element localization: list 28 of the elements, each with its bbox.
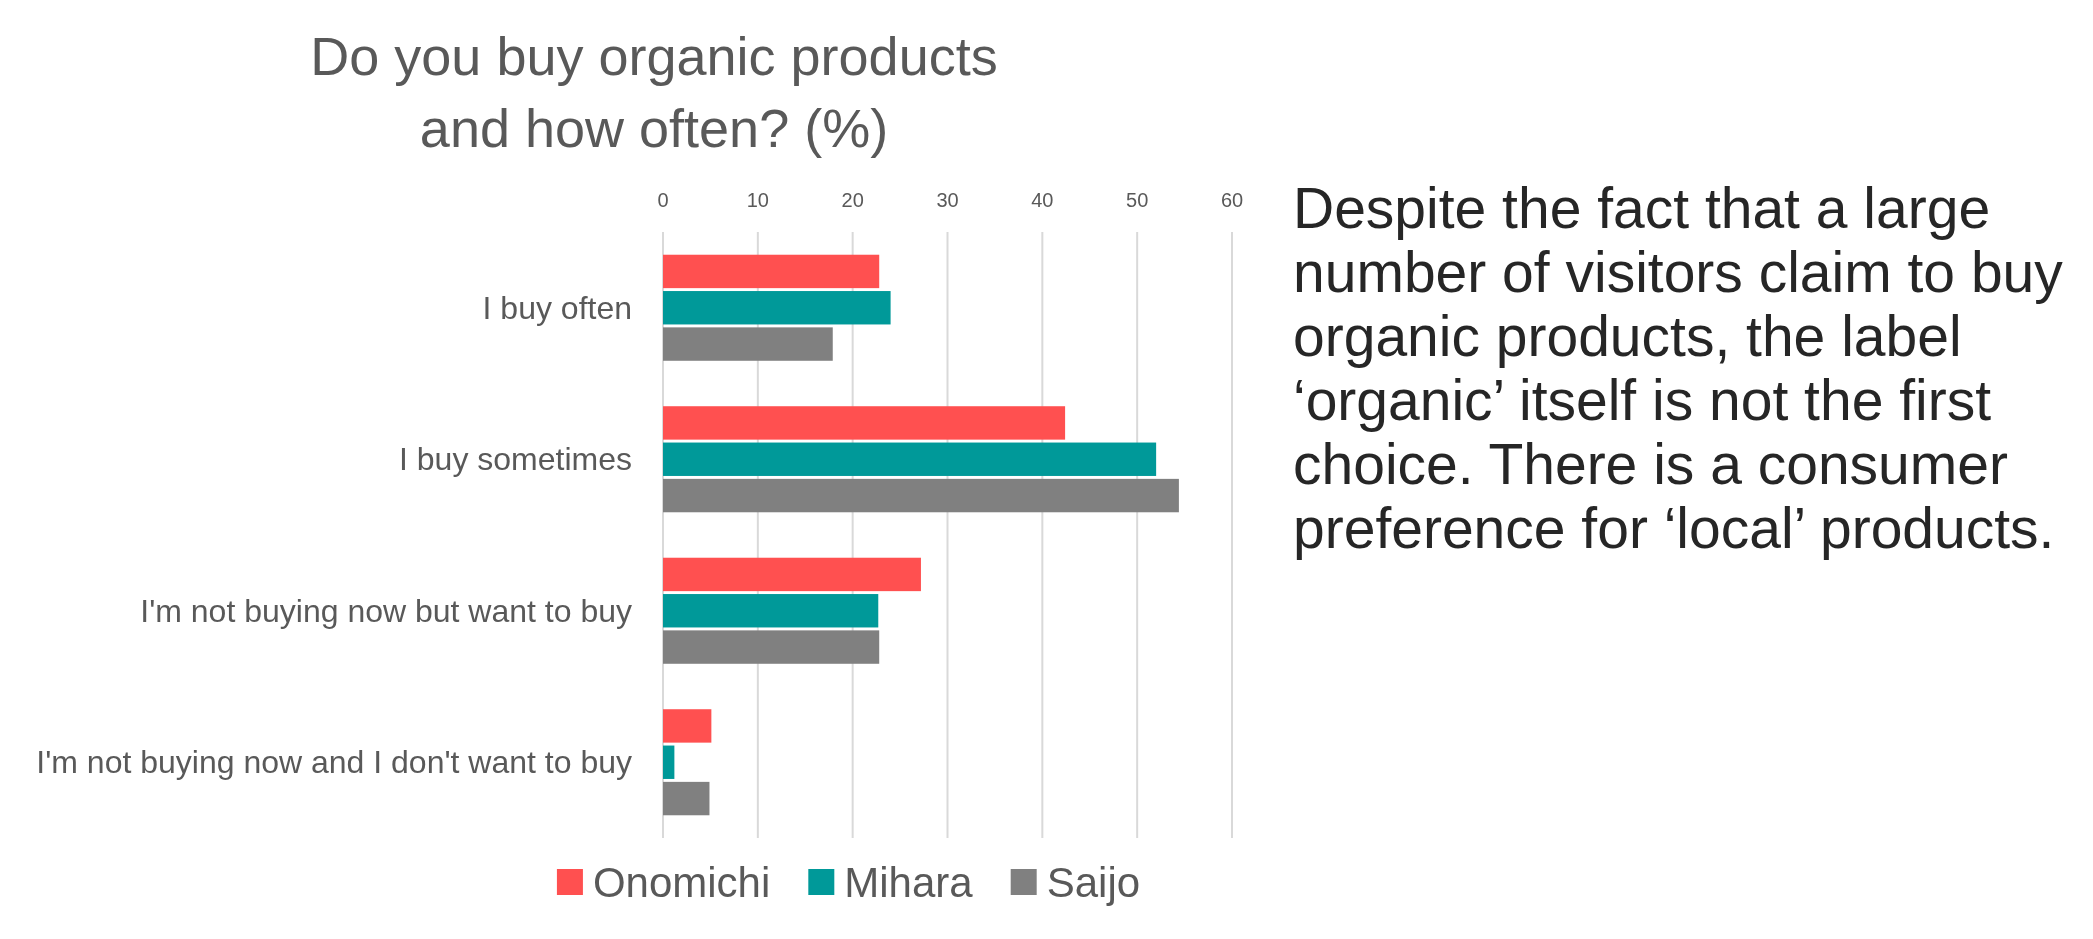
x-tick-label: 40 [1031,189,1054,211]
y-tick-label: I'm not buying now and I don't want to buy [36,744,632,781]
bar [663,254,880,289]
y-tick-label: I'm not buying now but want to buy [140,592,632,629]
y-tick-label: I buy often [482,289,632,326]
x-tick-label: 50 [1126,189,1149,211]
bar [663,442,1157,476]
legend-label: Mihara [844,859,974,906]
bar [663,557,921,592]
bar [663,327,833,361]
bar [663,630,880,664]
bar [663,594,879,628]
text: Despite the fact that a large number of visitors claim to buy organic products, the label ‘organic’ itself is not the first choice. There is a consumer preference for ‘local’ products. [1293,176,2064,560]
bar [663,745,675,779]
bar [663,478,1179,513]
bar [663,709,712,743]
x-tick-label: 0 [657,189,669,211]
chart-title: Do you buy organic products and how often? (%) [310,26,998,158]
bar [663,781,710,816]
x-tick-label: 30 [936,189,959,211]
legend-label: Saijo [1046,859,1141,906]
x-tick-label: 10 [746,189,769,211]
bar [663,291,891,325]
bar [663,406,1066,440]
x-tick-label: 60 [1220,189,1244,211]
y-tick-label: I buy sometimes [399,441,632,478]
x-tick-label: 20 [841,189,864,211]
legend-label: Onomichi [592,859,771,906]
